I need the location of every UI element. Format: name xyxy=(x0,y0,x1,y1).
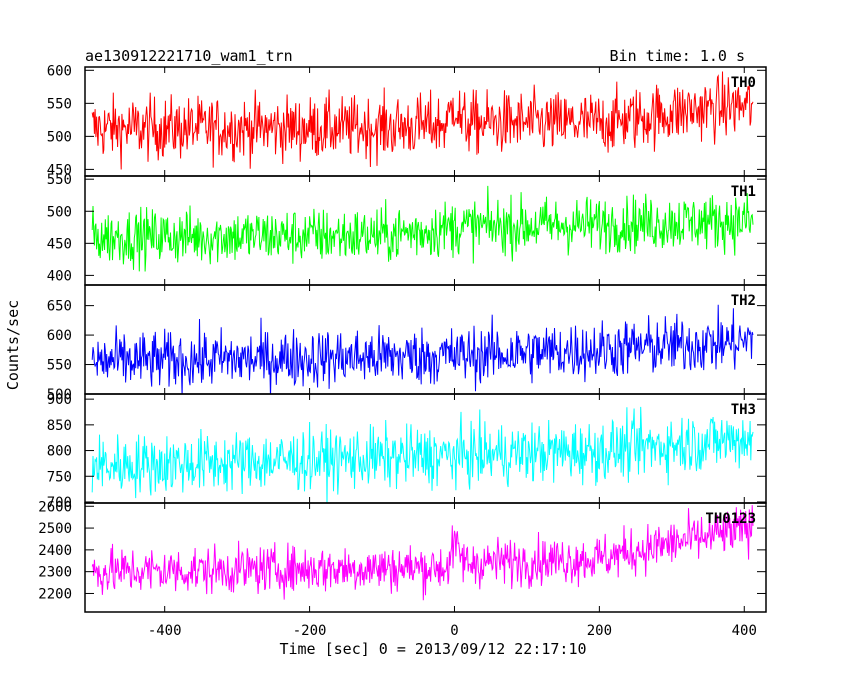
y-tick-label: 2400 xyxy=(38,543,72,559)
y-tick-label: 450 xyxy=(47,236,72,252)
series-line-th0123 xyxy=(91,505,754,601)
y-tick-label: 600 xyxy=(47,328,72,344)
y-tick-label: 800 xyxy=(47,444,72,460)
y-tick-label: 400 xyxy=(47,268,72,284)
y-tick-label: 450 xyxy=(47,162,72,178)
y-tick-label: 500 xyxy=(47,129,72,145)
panel-label: TH3 xyxy=(731,402,756,418)
y-tick-label: 850 xyxy=(47,418,72,434)
x-tick-label: 400 xyxy=(732,623,757,639)
panel-label: TH0123 xyxy=(705,511,756,527)
panel-label: TH2 xyxy=(731,293,756,309)
series-line-th3 xyxy=(91,406,754,503)
chart-title: ae130912221710_wam1_trn xyxy=(85,47,293,65)
panel-th2: 500 550 600 650 TH2 xyxy=(47,284,767,403)
bin-time-label: Bin time: 1.0 s xyxy=(610,47,745,65)
series-line-th0 xyxy=(91,71,754,170)
x-tick-label: -400 xyxy=(148,623,182,639)
series-line-th1 xyxy=(91,185,754,272)
x-axis: -400 -200 0 200 400 xyxy=(148,623,757,639)
x-tick-label: -200 xyxy=(293,623,327,639)
y-tick-label: 600 xyxy=(47,63,72,79)
y-tick-label: 900 xyxy=(47,392,72,408)
y-tick-label: 550 xyxy=(47,96,72,112)
panel-th0123: 2200 2300 2400 2500 2600 TH0123 xyxy=(38,499,767,613)
panel-th0: 450 500 550 600 TH0 xyxy=(47,63,767,178)
y-tick-label: 2200 xyxy=(38,586,72,602)
series-line-th2 xyxy=(91,304,754,394)
panel-frame xyxy=(84,502,767,613)
y-tick-label: 750 xyxy=(47,469,72,485)
y-tick-label: 650 xyxy=(47,299,72,315)
panel-label: TH0 xyxy=(731,75,756,91)
panel-label: TH1 xyxy=(731,184,756,200)
x-tick-label: 200 xyxy=(587,623,612,639)
panel-th1: 400 450 500 550 TH1 xyxy=(47,172,767,286)
panel-th3: 700 750 800 850 900 TH3 xyxy=(47,392,767,511)
panel-stack: 450 500 550 600 TH0 400 450 500 550 TH1 500 550 600 6… xyxy=(38,63,767,613)
y-tick-label: 2500 xyxy=(38,521,72,537)
y-tick-label: 550 xyxy=(47,172,72,188)
y-tick-label: 2600 xyxy=(38,499,72,515)
y-axis-label: Counts/sec xyxy=(4,300,22,390)
y-tick-label: 2300 xyxy=(38,565,72,581)
y-tick-label: 700 xyxy=(47,495,72,511)
x-tick-label: 0 xyxy=(450,623,458,639)
y-tick-label: 550 xyxy=(47,358,72,374)
y-tick-label: 500 xyxy=(47,387,72,403)
x-axis-label: Time [sec] 0 = 2013/09/12 22:17:10 xyxy=(279,640,586,658)
y-tick-label: 500 xyxy=(47,204,72,220)
